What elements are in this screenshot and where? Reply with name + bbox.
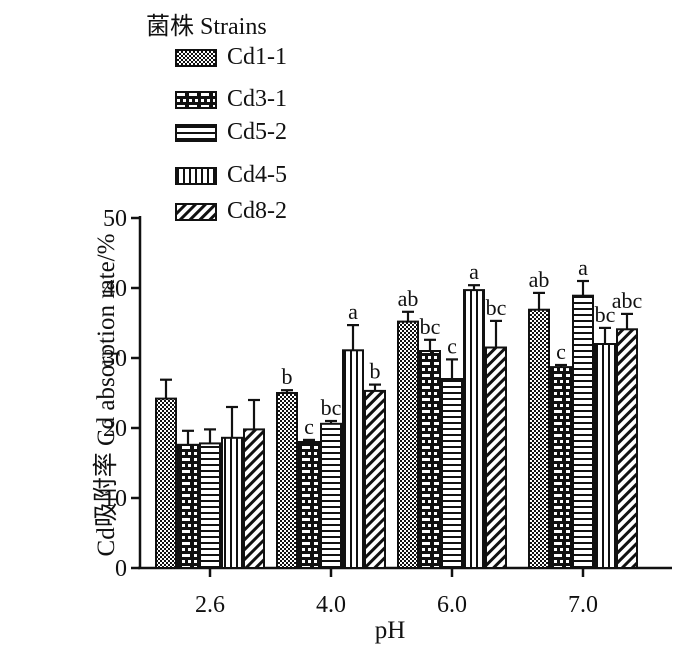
bar-cd5-2-4.0	[320, 422, 342, 569]
x-tick-label: 6.0	[437, 592, 467, 618]
x-tick-label: 4.0	[316, 592, 346, 618]
bars	[155, 279, 638, 569]
significance-letter: bc	[321, 395, 342, 420]
y-tick-label: 10	[103, 486, 127, 512]
bar-cd1-1-6.0	[397, 320, 419, 569]
significance-letter: c	[447, 333, 457, 358]
bar-cd1-1-2.6	[155, 397, 177, 569]
significance-letter: c	[556, 339, 566, 364]
significance-letter: ab	[398, 286, 419, 311]
y-tick-label: 0	[115, 556, 127, 582]
bar-cd8-2-6.0	[485, 346, 507, 569]
significance-letter: ab	[529, 267, 550, 292]
legend-swatch	[175, 124, 217, 142]
legend-label: Cd4-5	[227, 162, 287, 188]
legend-swatch	[175, 203, 217, 221]
bar-cd5-2-6.0	[441, 378, 463, 569]
bar-cd8-2-2.6	[243, 428, 265, 569]
legend-label: Cd5-2	[227, 119, 287, 145]
y-tick-label: 30	[103, 346, 127, 372]
y-tick-label: 40	[103, 276, 127, 302]
legend-swatch	[175, 91, 217, 109]
bar-cd8-2-7.0	[616, 328, 638, 569]
y-tick-label: 50	[103, 206, 127, 232]
bar-cd3-1-2.6	[177, 443, 199, 569]
legend-swatch	[175, 167, 217, 185]
significance-letter: b	[282, 364, 293, 389]
bar-cd3-1-4.0	[298, 441, 320, 569]
legend-label: Cd1-1	[227, 44, 287, 70]
y-tick-label: 20	[103, 416, 127, 442]
significance-letter: bc	[486, 295, 507, 320]
legend-swatch	[175, 49, 217, 67]
bar-cd4-5-7.0	[594, 343, 616, 569]
bar-cd5-2-2.6	[199, 442, 221, 569]
significance-letter: bc	[420, 314, 441, 339]
significance-letter: b	[370, 359, 381, 384]
bar-cd4-5-2.6	[221, 436, 243, 569]
legend-label: Cd3-1	[227, 86, 287, 112]
bar-cd4-5-6.0	[463, 289, 485, 569]
bar-cd5-2-7.0	[572, 294, 594, 569]
y-axis-label: Cd吸附率 Cd absorption rate/%	[93, 233, 120, 557]
legend-title: 菌株 Strains	[146, 14, 267, 40]
significance-letter: c	[304, 414, 314, 439]
significance-letter: a	[469, 259, 479, 284]
significance-letter: bc	[595, 302, 616, 327]
significance-letter: a	[348, 299, 358, 324]
x-tick-label: 2.6	[195, 592, 225, 618]
bar-cd3-1-7.0	[550, 366, 572, 569]
legend-label: Cd8-2	[227, 198, 287, 224]
bar-cd3-1-6.0	[419, 350, 441, 569]
x-axis-label: pH	[374, 617, 406, 644]
x-tick-label: 7.0	[568, 592, 598, 618]
bar-cd1-1-4.0	[276, 392, 298, 569]
bar-cd1-1-7.0	[528, 308, 550, 569]
significance-letter: a	[578, 255, 588, 280]
bar-cd4-5-4.0	[342, 349, 364, 569]
bar-cd8-2-4.0	[364, 389, 386, 569]
significance-letter: abc	[612, 288, 643, 313]
